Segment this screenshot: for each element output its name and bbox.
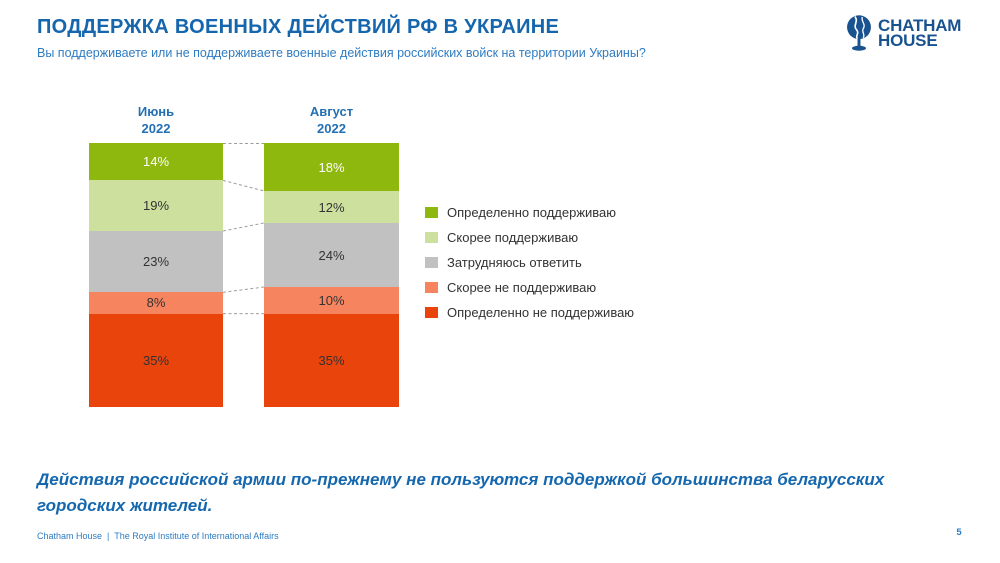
column-header-august-month: Август	[309, 104, 354, 119]
chatham-house-logo: CHATHAM HOUSE	[845, 13, 961, 53]
bar-segment: 35%	[264, 313, 399, 407]
bar-segment: 12%	[264, 191, 399, 223]
legend-swatch-rather-support	[425, 232, 438, 243]
bar-segment-value: 12%	[318, 199, 345, 215]
bar-segment-value: 18%	[318, 159, 345, 175]
legend-swatch-definitely-support	[425, 207, 438, 218]
legend-swatch-definitely-not-support	[425, 307, 438, 318]
page-number: 5	[956, 527, 962, 538]
bar-segment-value: 35%	[318, 352, 345, 368]
bar-segment: 24%	[264, 223, 399, 287]
key-finding-statement: Действия российской армии по-прежнему не…	[37, 470, 885, 515]
column-header-june-year: 2022	[141, 121, 171, 136]
legend-item-rather-support: Скорее поддерживаю	[425, 230, 634, 245]
stacked-bar-august: 18% 12% 24% 10% 35%	[264, 143, 399, 407]
legend-item-definitely-not-support: Определенно не поддерживаю	[425, 305, 634, 320]
stacked-bar-june: 14% 19% 23% 8% 35%	[89, 143, 223, 407]
legend-swatch-rather-not-support	[425, 282, 438, 293]
bar-segment-value: 10%	[318, 292, 345, 308]
column-header-august-year: 2022	[317, 121, 346, 136]
bar-segment-value: 8%	[146, 295, 166, 311]
chart-legend: Определенно поддерживаю Скорее поддержив…	[425, 205, 634, 320]
logo-line1: CHATHAM	[878, 15, 962, 35]
bar-segment-value: 24%	[318, 247, 345, 263]
bar-segment: 18%	[264, 143, 399, 191]
page-title: ПОДДЕРЖКА ВОЕННЫХ ДЕЙСТВИЙ РФ В УКРАИНЕ	[37, 16, 560, 38]
page-subtitle: Вы поддерживаете или не поддерживаете во…	[37, 46, 646, 60]
legend-item-rather-not-support: Скорее не поддерживаю	[425, 280, 634, 295]
logo-line2: HOUSE	[878, 31, 938, 50]
legend-swatch-hard-to-answer	[425, 257, 438, 268]
bar-segment-value: 23%	[142, 254, 170, 270]
legend-item-hard-to-answer: Затрудняюсь ответить	[425, 255, 634, 270]
bar-segment: 19%	[89, 180, 223, 231]
connector-lines	[223, 143, 264, 315]
bar-segment: 35%	[89, 313, 223, 407]
globe-icon	[847, 15, 871, 51]
bar-segment-value: 35%	[142, 352, 170, 368]
column-header-june: Июнь 2022	[89, 103, 223, 137]
column-header-june-month: Июнь	[137, 104, 175, 119]
bar-segment: 8%	[89, 292, 223, 314]
bar-segment: 10%	[264, 287, 399, 314]
bar-segment-value: 14%	[142, 154, 170, 170]
logo-text: CHATHAM HOUSE	[878, 15, 962, 50]
footer-text: Chatham House | The Royal Institute of I…	[37, 531, 279, 541]
legend-item-definitely-support: Определенно поддерживаю	[425, 205, 634, 220]
bar-segment-value: 19%	[142, 198, 170, 214]
bar-segment: 23%	[89, 230, 223, 293]
column-header-august: Август 2022	[264, 103, 399, 137]
bar-segment: 14%	[89, 143, 223, 181]
